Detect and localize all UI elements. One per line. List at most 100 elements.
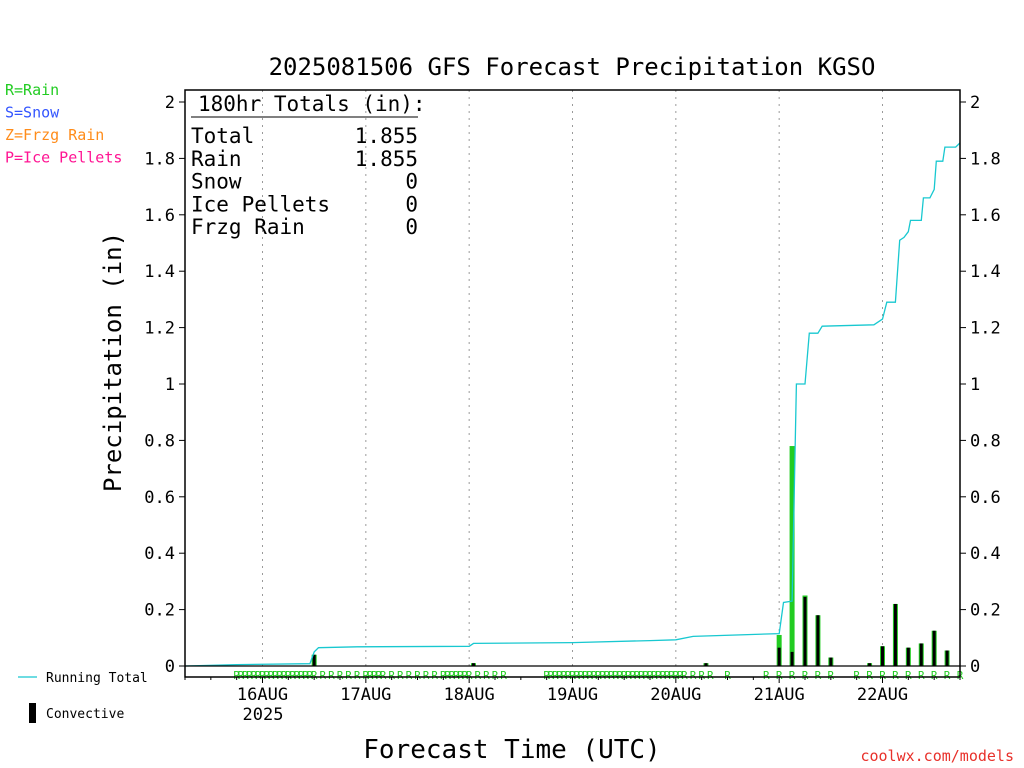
type-legend-item: Z=Frzg Rain: [5, 126, 104, 144]
rain-marker: R: [582, 669, 589, 682]
totals-row-value: 1.855: [355, 147, 418, 171]
rain-marker: R: [776, 669, 783, 682]
convective-bar: [945, 650, 949, 666]
type-legend-item: P=Ice Pellets: [5, 149, 122, 167]
rain-marker: R: [272, 669, 279, 682]
x-axis: 16AUG 17AUG 18AUG 19AUG 20AUG 21AUG 22AUG: [184, 677, 961, 705]
convective-bar: [312, 654, 316, 666]
rain-marker: R: [255, 669, 262, 682]
rain-marker: R: [634, 669, 641, 682]
rain-marker: R: [307, 669, 314, 682]
y-tick-label: 0.4: [144, 544, 175, 564]
rain-marker: R: [565, 669, 572, 682]
rain-marker: R: [586, 669, 593, 682]
rain-marker: R: [302, 669, 309, 682]
convective-swatch: [29, 703, 36, 723]
year-label: 2025: [243, 705, 284, 725]
y-tick-label: 1.2: [970, 319, 1001, 339]
convective-bar: [868, 663, 872, 666]
type-legend-item: R=Rain: [5, 81, 59, 99]
x-tick-label: 20AUG: [650, 685, 701, 705]
convective-label: Convective: [46, 707, 124, 722]
rain-marker: R: [724, 669, 731, 682]
rain-marker: R: [853, 669, 860, 682]
rain-marker: R: [673, 669, 680, 682]
rain-marker: R: [375, 669, 382, 682]
rain-marker: R: [802, 669, 809, 682]
totals-row-value: 0: [405, 192, 418, 216]
rain-marker: R: [371, 669, 378, 682]
rain-marker: R: [604, 669, 611, 682]
convective-bar: [777, 647, 781, 666]
convective-bar: [816, 615, 820, 666]
rain-marker: R: [431, 669, 438, 682]
totals-row-value: 0: [405, 170, 418, 194]
rain-marker: R: [638, 669, 645, 682]
rain-marker: R: [462, 669, 469, 682]
rain-marker: R: [444, 669, 451, 682]
rain-bar: [789, 446, 795, 666]
y-tick-label: 2: [165, 93, 175, 113]
rain-marker: R: [931, 669, 938, 682]
rain-marker: R: [918, 669, 925, 682]
rain-marker: R: [233, 669, 240, 682]
rain-marker: R: [294, 669, 301, 682]
convective-bar: [803, 596, 807, 666]
rain-marker: R: [647, 669, 654, 682]
rain-marker: R: [629, 669, 636, 682]
rain-marker: R: [548, 669, 555, 682]
precip-bars: [311, 446, 950, 666]
y-tick-label: 1.4: [144, 262, 175, 282]
rain-marker: R: [866, 669, 873, 682]
y-tick-label: 0.4: [970, 544, 1001, 564]
x-tick-label: 19AUG: [547, 685, 598, 705]
rain-marker: R: [238, 669, 245, 682]
rain-marker: R: [621, 669, 628, 682]
rain-marker: R: [285, 669, 292, 682]
y-tick-label: 1: [165, 375, 175, 395]
rain-marker: R: [367, 669, 374, 682]
rain-marker: R: [311, 669, 318, 682]
rain-marker: R: [268, 669, 275, 682]
y-tick-label: 0: [165, 657, 175, 677]
running-total-line: [184, 142, 961, 667]
y-tick-label: 1.2: [144, 319, 175, 339]
rain-marker: R: [397, 669, 404, 682]
y-tick-label: 0.2: [970, 601, 1001, 621]
rain-marker: R: [354, 669, 361, 682]
rain-marker: R: [380, 669, 387, 682]
rain-marker: R: [319, 669, 326, 682]
convective-bar: [932, 630, 936, 666]
rain-marker: R: [591, 669, 598, 682]
rain-marker: R: [483, 669, 490, 682]
type-legend-item: S=Snow: [5, 104, 60, 122]
x-tick-label: 17AUG: [340, 685, 391, 705]
x-tick-label: 21AUG: [754, 685, 805, 705]
rain-marker: R: [690, 669, 697, 682]
x-axis-title: Forecast Time (UTC): [363, 735, 660, 765]
y-tick-label: 1.8: [970, 149, 1001, 169]
y-tick-label: 1.4: [970, 262, 1001, 282]
rain-marker: R: [474, 669, 481, 682]
y-tick-label: 1.6: [144, 206, 175, 226]
rain-marker: R: [246, 669, 253, 682]
rain-marker: R: [552, 669, 559, 682]
totals-row-label: Rain: [191, 147, 242, 171]
y-tick-label: 1.6: [970, 206, 1001, 226]
convective-bar: [881, 646, 884, 666]
rain-marker: R: [892, 669, 899, 682]
rain-marker: R: [668, 669, 675, 682]
rain-marker: R: [345, 669, 352, 682]
rain-marker: R: [423, 669, 430, 682]
y-tick-label: 0: [970, 657, 980, 677]
rain-marker: R: [328, 669, 335, 682]
rain-marker: R: [573, 669, 580, 682]
convective-bar: [704, 663, 708, 666]
totals-heading: 180hr Totals (in):: [198, 92, 426, 116]
convective-bar: [471, 663, 475, 666]
totals-row-label: Snow: [191, 170, 242, 194]
y-tick-label: 0.8: [144, 431, 175, 451]
rain-marker: R: [556, 669, 563, 682]
rain-marker: R: [259, 669, 266, 682]
rain-marker: R: [363, 669, 370, 682]
